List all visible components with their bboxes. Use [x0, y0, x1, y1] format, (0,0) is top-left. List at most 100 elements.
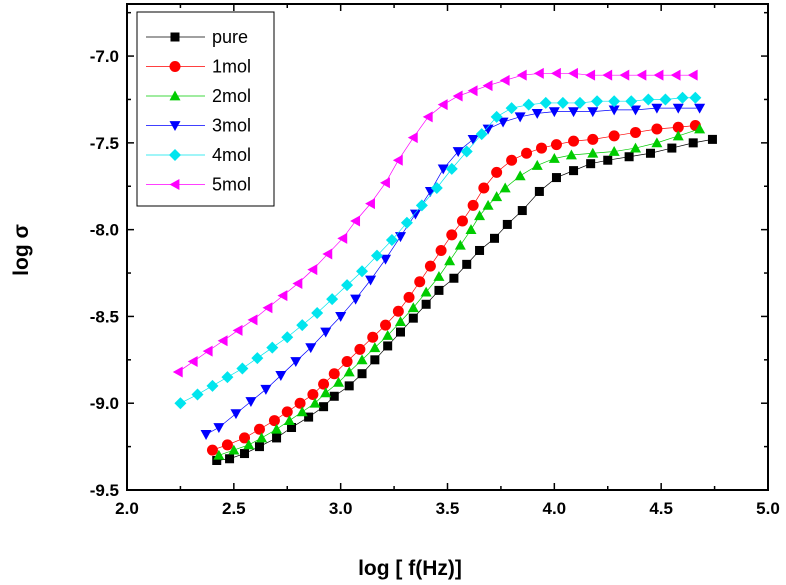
legend-label: 1mol [212, 57, 251, 77]
y-tick-label: -7.5 [90, 134, 119, 153]
data-point-3mol [380, 254, 392, 265]
data-point-1mol [478, 182, 490, 194]
data-point-1mol [446, 229, 458, 241]
data-point-5mol [636, 69, 647, 81]
data-point-4mol [221, 371, 234, 384]
data-point-4mol [281, 331, 294, 344]
data-point-2mol [296, 406, 308, 417]
data-point-2mol [444, 255, 456, 266]
data-point-3mol [305, 343, 317, 354]
data-point-pure [569, 166, 579, 176]
data-point-2mol [228, 444, 240, 455]
data-point-1mol [467, 199, 479, 211]
data-point-pure [517, 206, 527, 216]
data-point-5mol [467, 85, 478, 97]
series-line-4mol [180, 97, 696, 404]
data-point-1mol [491, 166, 503, 178]
data-point-5mol [247, 314, 258, 326]
data-point-4mol [251, 352, 264, 365]
data-point-2mol [474, 210, 486, 221]
data-point-3mol [260, 384, 272, 395]
legend-marker [169, 90, 181, 101]
data-point-4mol [400, 216, 413, 229]
y-tick-label: -7.0 [90, 47, 119, 66]
data-point-1mol [253, 423, 265, 435]
data-point-5mol [337, 232, 348, 244]
data-point-2mol [465, 224, 477, 235]
legend-box [136, 11, 275, 207]
data-point-2mol [343, 366, 355, 377]
y-tick-label: -8.5 [90, 307, 119, 326]
data-point-pure [586, 159, 596, 169]
series-5mol [172, 67, 698, 378]
data-point-5mol [687, 69, 698, 81]
data-point-3mol [213, 423, 225, 434]
data-point-4mol [326, 293, 339, 306]
data-point-1mol [456, 215, 468, 227]
legend-marker [169, 179, 180, 190]
data-point-5mol [499, 74, 510, 86]
data-point-1mol [414, 276, 426, 288]
series-line-5mol [178, 73, 694, 373]
data-point-3mol [514, 112, 526, 123]
data-point-pure [383, 341, 393, 351]
data-point-2mol [548, 152, 560, 163]
data-point-5mol [619, 69, 630, 81]
data-point-4mol [608, 95, 621, 108]
data-point-5mol [452, 90, 463, 102]
legend-marker [169, 61, 181, 72]
data-point-2mol [271, 423, 283, 434]
data-point-3mol [275, 371, 287, 381]
data-point-4mol [296, 319, 309, 332]
data-point-1mol [536, 142, 548, 154]
data-point-2mol [320, 387, 332, 398]
data-point-4mol [236, 362, 249, 375]
data-point-pure [534, 186, 544, 196]
data-point-4mol [385, 234, 398, 247]
data-point-5mol [307, 264, 318, 276]
data-point-1mol [318, 378, 330, 390]
data-point-3mol [320, 327, 332, 338]
data-point-pure [475, 245, 485, 255]
legend-entry-1mol: 1mol [146, 57, 251, 77]
legend-entry-3mol: 3mol [146, 116, 251, 136]
data-point-2mol [213, 449, 225, 460]
data-point-1mol [587, 133, 599, 145]
data-point-5mol [277, 290, 288, 302]
data-point-2mol [491, 191, 503, 202]
data-point-1mol [630, 126, 642, 138]
data-point-2mol [531, 159, 543, 170]
data-point-3mol [497, 117, 509, 128]
data-point-5mol [422, 111, 433, 123]
data-point-pure [603, 155, 613, 165]
data-point-1mol [392, 305, 404, 317]
data-point-5mol [350, 215, 361, 227]
data-point-3mol [394, 232, 406, 243]
data-point-4mol [206, 379, 219, 392]
legend-marker [169, 121, 181, 131]
data-point-3mol [290, 357, 302, 368]
data-point-4mol [522, 98, 535, 111]
data-point-3mol [630, 105, 642, 116]
data-point-3mol [587, 107, 599, 118]
x-tick-label: 4.0 [543, 499, 567, 518]
legend-entry-2mol: 2mol [146, 86, 251, 106]
data-point-5mol [602, 69, 613, 81]
data-point-1mol [221, 439, 233, 451]
data-point-5mol [202, 345, 213, 357]
data-point-pure [688, 138, 698, 148]
data-point-3mol [350, 294, 362, 305]
data-point-1mol [328, 368, 340, 380]
data-point-pure [225, 454, 235, 464]
data-point-2mol [283, 415, 295, 425]
data-point-4mol [591, 95, 604, 108]
data-point-pure [502, 219, 512, 229]
data-point-3mol [335, 312, 347, 322]
legend-entry-5mol: 5mol [146, 175, 251, 195]
data-point-1mol [206, 444, 218, 456]
data-point-2mol [651, 137, 663, 148]
data-point-2mol [499, 182, 511, 193]
data-point-3mol [608, 105, 620, 116]
data-point-3mol [651, 103, 663, 114]
data-point-4mol [311, 306, 324, 319]
